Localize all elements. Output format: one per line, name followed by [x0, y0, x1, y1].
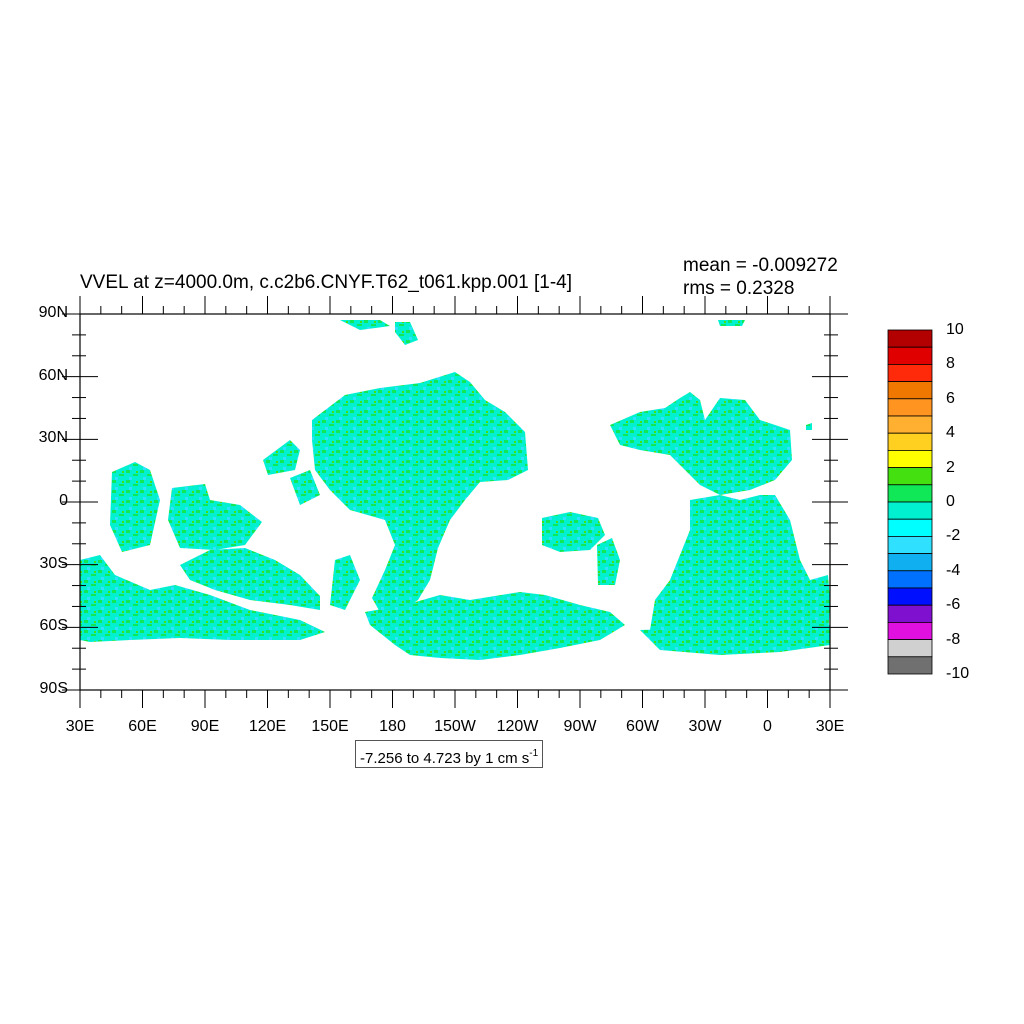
colorbar-swatch — [887, 467, 933, 486]
colorbar-label: 0 — [946, 493, 955, 510]
lon-label: 150W — [434, 718, 476, 735]
colorbar-label: -10 — [946, 665, 970, 682]
rms-stat: rms = 0.2328 — [683, 278, 795, 299]
lat-label: 90N — [38, 304, 68, 321]
colorbar-swatch — [887, 346, 933, 365]
lon-label: 90W — [563, 718, 597, 735]
lon-label: 60W — [626, 718, 659, 735]
lon-label: 90E — [190, 718, 220, 735]
colorbar-swatch — [887, 570, 933, 589]
colorbar-label: -6 — [946, 596, 961, 614]
lon-label: 150E — [311, 718, 349, 735]
ocean-velocity-field — [80, 320, 830, 660]
lon-label: 120E — [248, 718, 287, 735]
colorbar-swatch — [887, 656, 933, 675]
plot-title: VVEL at z=4000.0m, c.c2b6.CNYF.T62_t061.… — [80, 272, 573, 293]
colorbar-swatch — [887, 484, 933, 503]
colorbar-swatch — [887, 381, 933, 400]
lon-label: 120W — [496, 718, 539, 735]
lon-label: 30W — [688, 718, 722, 735]
colorbar-label: 4 — [946, 424, 955, 442]
lon-label: 30E — [65, 718, 95, 735]
colorbar-swatch — [887, 553, 933, 572]
colorbar-swatch — [887, 518, 933, 537]
colorbar-label: 2 — [946, 458, 955, 476]
colorbar-swatch — [887, 329, 933, 348]
colorbar-label: -8 — [946, 630, 961, 648]
colorbar-label: 10 — [946, 321, 964, 338]
unit-exponent: -1 — [529, 748, 539, 759]
lon-label: 0 — [763, 718, 772, 735]
lat-label: 60N — [38, 366, 68, 384]
colorbar-swatch — [887, 449, 933, 468]
mean-stat: mean = -0.009272 — [683, 255, 838, 276]
lon-label: 30E — [815, 718, 845, 735]
lat-label: 60S — [39, 617, 68, 635]
lat-label: 30N — [38, 429, 68, 447]
lon-label: 180 — [379, 718, 406, 735]
colorbar-swatch — [887, 639, 933, 658]
contour-range-label: -7.256 to 4.723 by 1 cm s-1 — [355, 740, 544, 768]
colorbar-swatch — [887, 604, 933, 623]
colorbar-swatch — [887, 587, 933, 606]
colorbar — [887, 329, 933, 675]
axis-ticks — [62, 296, 848, 708]
lat-label: 90S — [39, 680, 68, 697]
lat-label: 0 — [59, 492, 68, 509]
colorbar-swatch — [887, 363, 933, 382]
colorbar-swatch — [887, 501, 933, 520]
colorbar-swatch — [887, 415, 933, 434]
lat-label: 30S — [39, 554, 68, 572]
colorbar-swatch — [887, 536, 933, 555]
colorbar-label: -4 — [946, 561, 961, 579]
colorbar-swatch — [887, 432, 933, 451]
colorbar-label: -2 — [946, 527, 961, 545]
lon-label: 60E — [128, 718, 157, 735]
colorbar-label: 6 — [946, 389, 955, 407]
colorbar-label: 8 — [946, 355, 955, 373]
colorbar-swatch — [887, 622, 933, 641]
colorbar-swatch — [887, 398, 933, 417]
